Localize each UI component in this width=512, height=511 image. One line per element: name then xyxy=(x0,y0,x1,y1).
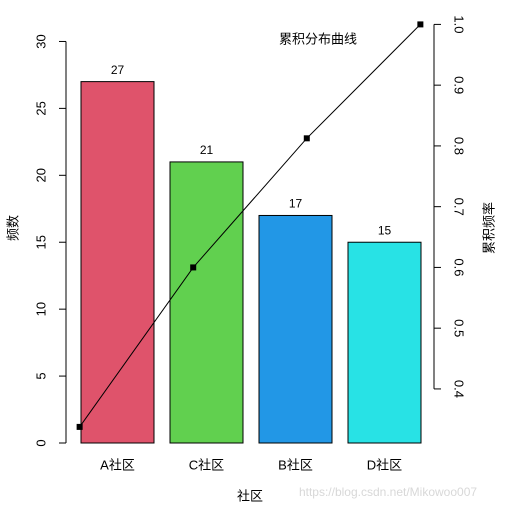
chart-title: 累积分布曲线 xyxy=(279,31,357,46)
cumulative-point xyxy=(303,135,310,142)
bar-value-label: 15 xyxy=(378,223,392,237)
y-tick-label: 5 xyxy=(33,372,48,379)
y2-axis-label: 累积频率 xyxy=(481,202,496,254)
x-axis-label: 社区 xyxy=(237,488,263,503)
y2-tick-label: 0.6 xyxy=(452,258,467,276)
bar xyxy=(347,241,422,444)
bar-value-label: 17 xyxy=(289,197,303,211)
y-tick-label: 0 xyxy=(33,439,48,446)
y-tick-label: 15 xyxy=(33,235,48,249)
bar xyxy=(258,214,333,444)
y2-tick-label: 0.9 xyxy=(452,76,467,94)
y-tick-label: 10 xyxy=(33,302,48,316)
bar-value-label: 27 xyxy=(111,63,125,77)
x-tick-label: D社区 xyxy=(367,457,402,472)
y-axis-label: 频数 xyxy=(5,215,20,241)
y2-tick-label: 1.0 xyxy=(452,15,467,33)
cumulative-line xyxy=(79,24,421,428)
cumulative-point xyxy=(76,423,83,430)
bar xyxy=(80,81,155,444)
y-tick-label: 20 xyxy=(33,168,48,182)
x-tick-label: A社区 xyxy=(100,457,135,472)
y-tick-label: 30 xyxy=(33,34,48,48)
bar-value-label: 21 xyxy=(200,143,214,157)
cumulative-point xyxy=(417,21,424,28)
x-tick-label: C社区 xyxy=(189,457,224,472)
y2-tick-label: 0.4 xyxy=(452,380,467,398)
x-tick-label: B社区 xyxy=(278,457,313,472)
y2-tick-label: 0.7 xyxy=(452,198,467,216)
y-tick-label: 25 xyxy=(33,101,48,115)
cumulative-point xyxy=(190,264,197,271)
bar xyxy=(169,161,244,444)
watermark: https://blog.csdn.net/Mikowoo007 xyxy=(299,485,477,499)
y2-tick-label: 0.5 xyxy=(452,319,467,337)
y2-tick-label: 0.8 xyxy=(452,137,467,155)
